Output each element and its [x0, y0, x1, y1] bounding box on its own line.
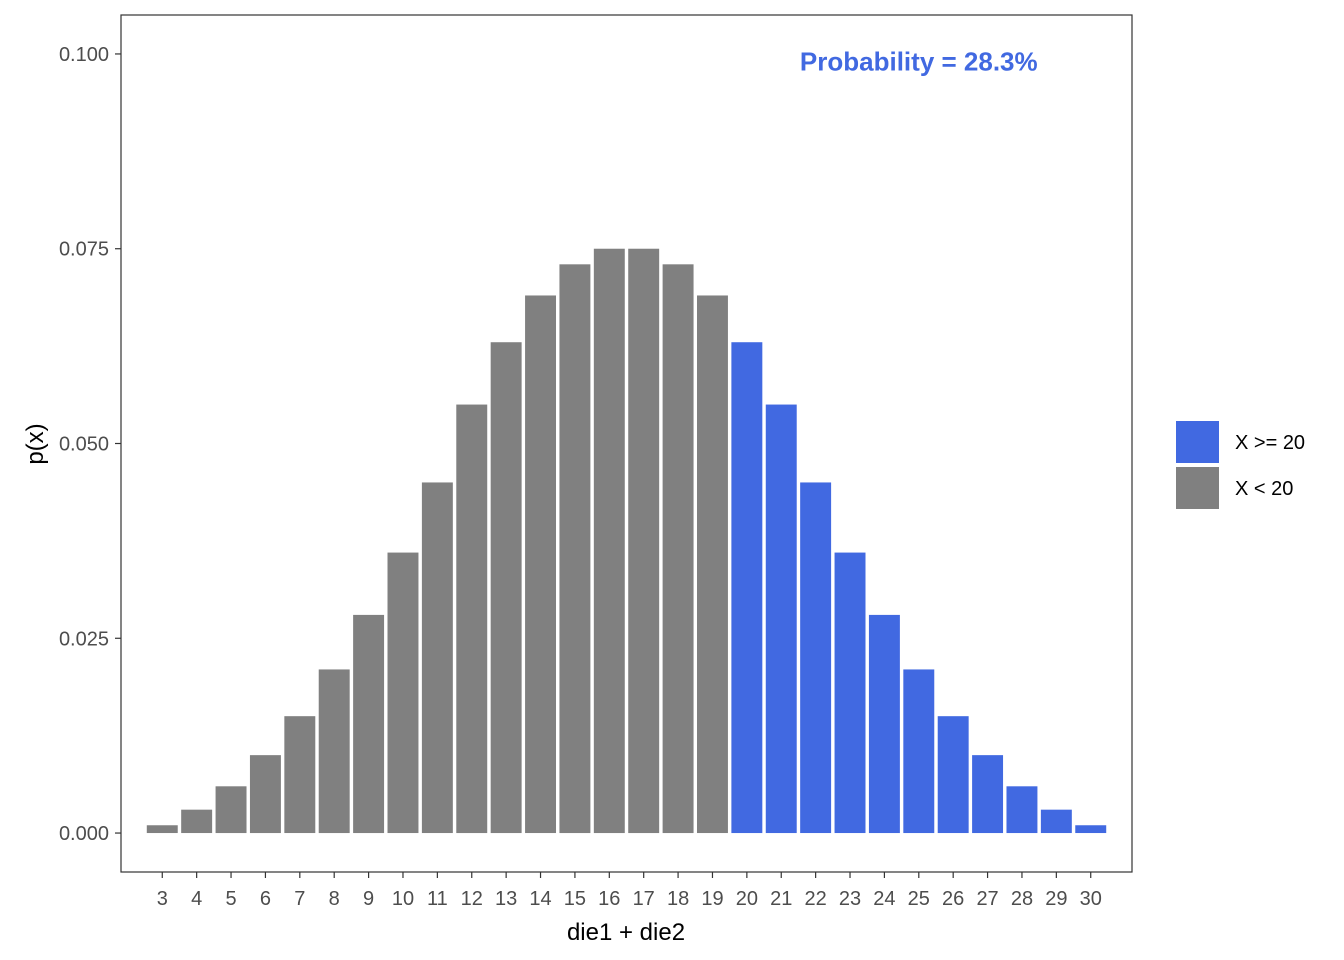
- x-tick-label: 24: [873, 888, 895, 910]
- legend-label: X >= 20: [1235, 432, 1305, 454]
- bar-23: [834, 552, 866, 834]
- bar-18: [662, 264, 694, 834]
- bar-19: [696, 295, 728, 834]
- x-tick-label: 8: [329, 888, 340, 910]
- bar-12: [456, 404, 488, 834]
- bar-7: [284, 716, 316, 834]
- x-tick-label: 10: [392, 888, 414, 910]
- bar-6: [249, 755, 281, 834]
- x-tick-label: 29: [1045, 888, 1067, 910]
- x-tick-label: 23: [839, 888, 861, 910]
- bar-20: [731, 342, 763, 834]
- x-tick-label: 7: [294, 888, 305, 910]
- x-axis: 3 4 5 6 7 8 9 10 11 12 13 14 15 16 17 18 19 20 21 22 23 24 25 2…: [157, 872, 1102, 910]
- bar-15: [559, 264, 591, 834]
- bar-26: [937, 716, 969, 834]
- x-tick-label: 14: [529, 888, 551, 910]
- x-axis-title: die1 + die2: [567, 919, 685, 946]
- y-axis-title: p(x): [22, 423, 49, 464]
- bar-10: [387, 552, 419, 834]
- x-tick-label: 28: [1011, 888, 1033, 910]
- x-tick-label: 9: [363, 888, 374, 910]
- x-tick-label: 21: [770, 888, 792, 910]
- bar-4: [181, 809, 213, 834]
- x-tick-label: 25: [908, 888, 930, 910]
- x-tick-label: 4: [191, 888, 202, 910]
- bar-3: [146, 825, 178, 834]
- bar-24: [868, 614, 900, 834]
- y-tick-label: 0.000: [59, 823, 109, 845]
- bar-11: [421, 482, 453, 834]
- x-tick-label: 16: [598, 888, 620, 910]
- x-tick-label: 19: [701, 888, 723, 910]
- y-axis: 0.000 0.025 0.050 0.075 0.100: [59, 44, 121, 845]
- bar-13: [490, 342, 522, 834]
- plot-background: [121, 15, 1132, 872]
- x-tick-label: 11: [427, 888, 448, 910]
- bar-5: [215, 786, 247, 834]
- bar-22: [800, 482, 832, 834]
- x-tick-label: 22: [805, 888, 827, 910]
- x-tick-label: 15: [564, 888, 586, 910]
- bar-17: [628, 248, 660, 834]
- bar-21: [765, 404, 797, 834]
- y-tick-label: 0.100: [59, 44, 109, 66]
- bar-25: [903, 669, 935, 834]
- x-tick-label: 3: [157, 888, 168, 910]
- bar-29: [1040, 809, 1072, 834]
- y-tick-label: 0.025: [59, 628, 109, 650]
- bar-14: [525, 295, 557, 834]
- legend-key: [1176, 467, 1219, 509]
- x-tick-label: 20: [736, 888, 758, 910]
- x-tick-label: 13: [495, 888, 517, 910]
- bar-9: [353, 614, 385, 834]
- bar-30: [1075, 825, 1107, 834]
- x-tick-label: 12: [461, 888, 483, 910]
- x-tick-label: 30: [1080, 888, 1102, 910]
- x-tick-label: 26: [942, 888, 964, 910]
- x-tick-label: 27: [976, 888, 998, 910]
- x-tick-label: 5: [225, 888, 236, 910]
- legend: X >= 20 X < 20: [1176, 421, 1305, 509]
- y-tick-label: 0.050: [59, 434, 109, 456]
- x-tick-label: 6: [260, 888, 271, 910]
- bar-28: [1006, 786, 1038, 834]
- probability-annotation: Probability = 28.3%: [800, 47, 1038, 77]
- bar-27: [972, 755, 1004, 834]
- bars-group: [146, 248, 1107, 834]
- legend-label: X < 20: [1235, 478, 1293, 500]
- y-tick-label: 0.075: [59, 239, 109, 261]
- x-tick-label: 18: [667, 888, 689, 910]
- x-tick-label: 17: [633, 888, 655, 910]
- legend-key: [1176, 421, 1219, 463]
- bar-8: [318, 669, 350, 834]
- bar-16: [593, 248, 625, 834]
